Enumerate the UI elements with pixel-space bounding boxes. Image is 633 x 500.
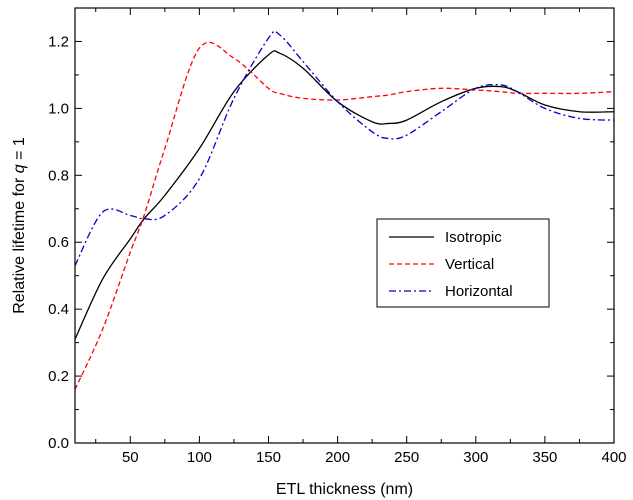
legend-label-horizontal: Horizontal	[445, 283, 513, 300]
x-tick-label: 200	[325, 449, 350, 466]
x-axis-title: ETL thickness (nm)	[276, 481, 413, 498]
x-tick-label: 50	[122, 449, 139, 466]
y-tick-label: 0.0	[48, 435, 69, 452]
y-axis-title-suffix: = 1	[11, 137, 28, 164]
x-tick-label: 250	[394, 449, 419, 466]
legend-label-vertical: Vertical	[445, 256, 494, 273]
y-tick-label: 1.0	[48, 100, 69, 117]
y-axis-title-prefix: Relative lifetime for	[11, 173, 28, 314]
y-tick-label: 0.4	[48, 301, 69, 318]
legend: Isotropic Vertical Horizontal	[376, 218, 550, 308]
series-line-horizontal	[74, 30, 615, 266]
y-tick-label: 1.2	[48, 33, 69, 50]
x-tick-label: 150	[256, 449, 281, 466]
x-tick-label: 100	[187, 449, 212, 466]
x-tick-label: 300	[463, 449, 488, 466]
y-tick-label: 0.2	[48, 368, 69, 385]
legend-box	[376, 218, 550, 308]
y-tick-label: 0.8	[48, 167, 69, 184]
legend-label-isotropic: Isotropic	[445, 229, 502, 246]
y-axis-title-variable: q	[11, 164, 28, 173]
y-tick-label: 0.6	[48, 234, 69, 251]
tick-labels: 50 100 150 200 250 300 350 400 0.0 0.2 0.4 0.6 0.8 1.…	[48, 33, 626, 466]
x-tick-label: 400	[601, 449, 626, 466]
x-tick-label: 350	[532, 449, 557, 466]
plot-frame	[74, 7, 615, 444]
axis-ticks	[75, 7, 615, 444]
y-axis-title: Relative lifetime for q = 1	[11, 137, 28, 314]
plot-lines	[74, 30, 615, 390]
